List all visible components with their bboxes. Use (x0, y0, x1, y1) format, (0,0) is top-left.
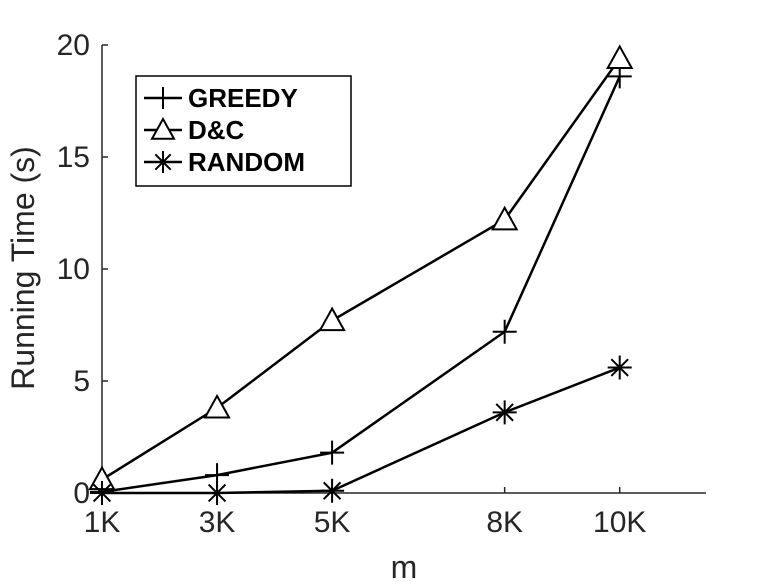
legend-label: RANDOM (188, 147, 305, 177)
chart-axes: 1K 3K 5K 8K 10K 0 5 10 15 20 (57, 29, 706, 539)
legend-label: D&C (188, 115, 245, 145)
series-d-c (88, 44, 634, 491)
triangle-marker (606, 44, 634, 70)
series-layer (88, 44, 634, 505)
triangle-marker (150, 116, 176, 140)
star-marker (205, 481, 230, 505)
y-tick-label: 0 (73, 477, 90, 510)
star-marker (152, 151, 174, 173)
star-marker (320, 478, 345, 503)
x-tick-label: 5K (314, 506, 351, 539)
plus-marker (152, 87, 174, 109)
y-tick-label: 10 (57, 253, 90, 286)
x-tick-label: 8K (486, 506, 523, 539)
y-tick-label: 15 (57, 141, 90, 174)
y-tick-label: 20 (57, 29, 90, 62)
x-tick-label: 3K (199, 506, 236, 539)
star-marker (90, 481, 114, 505)
plus-marker (492, 319, 517, 344)
star-marker (607, 355, 632, 380)
y-axis-title: Running Time (s) (5, 146, 41, 390)
triangle-marker (203, 393, 231, 419)
triangle-marker (318, 306, 346, 332)
x-tick-label: 10K (593, 506, 646, 539)
legend-label: GREEDY (188, 83, 298, 113)
x-axis-title: m (391, 549, 418, 584)
y-tick-label: 5 (73, 365, 90, 398)
plus-marker (320, 440, 345, 465)
series-random (90, 355, 632, 505)
triangle-marker (490, 205, 519, 231)
star-marker (492, 400, 517, 425)
x-tick-label: 1K (84, 506, 121, 539)
